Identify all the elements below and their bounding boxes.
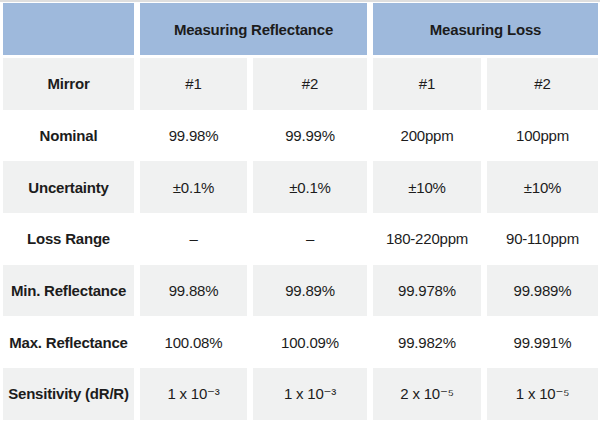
data-cell: –	[253, 213, 367, 265]
data-cell: #2	[253, 58, 367, 110]
row-label-uncertainty: Uncertainty	[3, 161, 134, 213]
data-cell: 100.08%	[140, 316, 247, 368]
data-cell: 99.88%	[140, 265, 247, 317]
data-cell: #1	[373, 58, 481, 110]
data-cell: 99.89%	[253, 265, 367, 317]
data-cell: #1	[140, 58, 247, 110]
header-group-measuring-loss: Measuring Loss	[373, 3, 598, 58]
data-cell: 99.978%	[373, 265, 481, 317]
data-cell: 100.09%	[253, 316, 367, 368]
data-cell: ±10%	[373, 161, 481, 213]
data-cell: #2	[487, 58, 598, 110]
row-label-sensitivity: Sensitivity (dR/R)	[3, 368, 134, 420]
data-cell: 100ppm	[487, 110, 598, 162]
header-group-measuring-reflectance: Measuring Reflectance	[140, 3, 367, 58]
data-cell: 99.99%	[253, 110, 367, 162]
row-label-mirror: Mirror	[3, 58, 134, 110]
data-cell: ±10%	[487, 161, 598, 213]
data-cell: 99.991%	[487, 316, 598, 368]
data-cell: 1 x 10⁻³	[253, 368, 367, 420]
data-cell: ±0.1%	[140, 161, 247, 213]
data-cell: 90-110ppm	[487, 213, 598, 265]
data-cell: 2 x 10⁻⁵	[373, 368, 481, 420]
data-cell: 99.982%	[373, 316, 481, 368]
header-corner-cell	[3, 3, 134, 58]
data-cell: 1 x 10⁻³	[140, 368, 247, 420]
row-label-max-reflectance: Max. Reflectance	[3, 316, 134, 368]
row-label-loss-range: Loss Range	[3, 213, 134, 265]
data-cell: ±0.1%	[253, 161, 367, 213]
data-cell: –	[140, 213, 247, 265]
table-grid: Measuring Reflectance Measuring Loss Mir…	[3, 3, 598, 420]
row-label-nominal: Nominal	[3, 110, 134, 162]
data-cell: 99.98%	[140, 110, 247, 162]
data-cell: 1 x 10⁻⁵	[487, 368, 598, 420]
measurement-comparison-table: Measuring Reflectance Measuring Loss Mir…	[0, 0, 600, 422]
data-cell: 200ppm	[373, 110, 481, 162]
data-cell: 99.989%	[487, 265, 598, 317]
row-label-min-reflectance: Min. Reflectance	[3, 265, 134, 317]
data-cell: 180-220ppm	[373, 213, 481, 265]
